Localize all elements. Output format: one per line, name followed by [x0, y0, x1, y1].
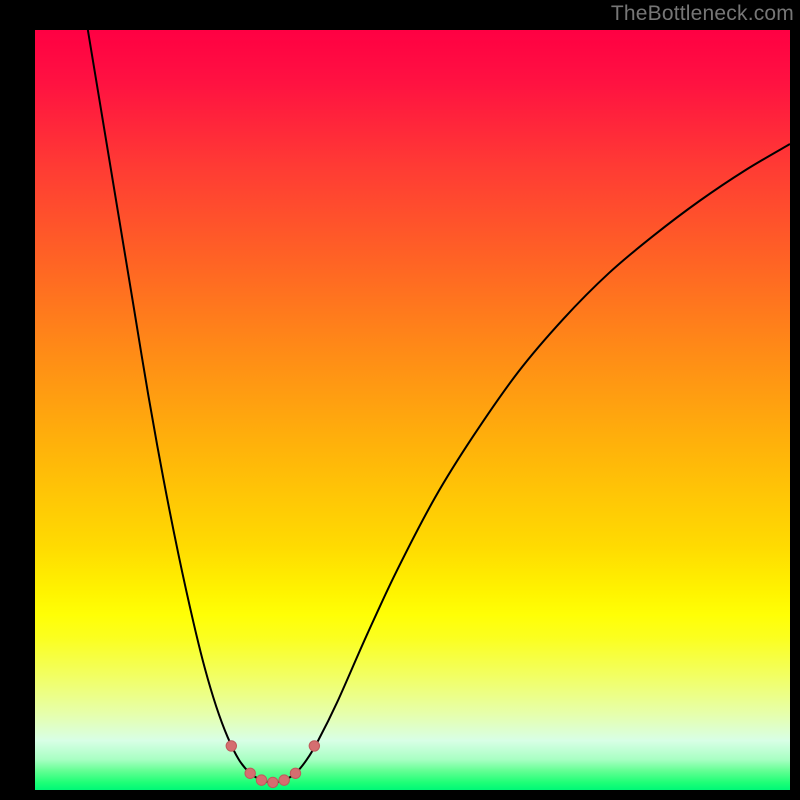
chart-container: { "watermark": { "text": "TheBottleneck.… — [0, 0, 800, 800]
data-point-marker — [268, 777, 278, 787]
data-point-marker — [245, 768, 255, 778]
data-point-marker — [226, 741, 236, 751]
data-point-marker — [309, 741, 319, 751]
data-point-marker — [256, 775, 266, 785]
data-point-marker — [279, 775, 289, 785]
plot-area — [35, 30, 790, 790]
data-point-marker — [290, 768, 300, 778]
watermark-text: TheBottleneck.com — [611, 2, 794, 26]
bottleneck-curve — [88, 30, 790, 782]
curve-layer — [35, 30, 790, 790]
